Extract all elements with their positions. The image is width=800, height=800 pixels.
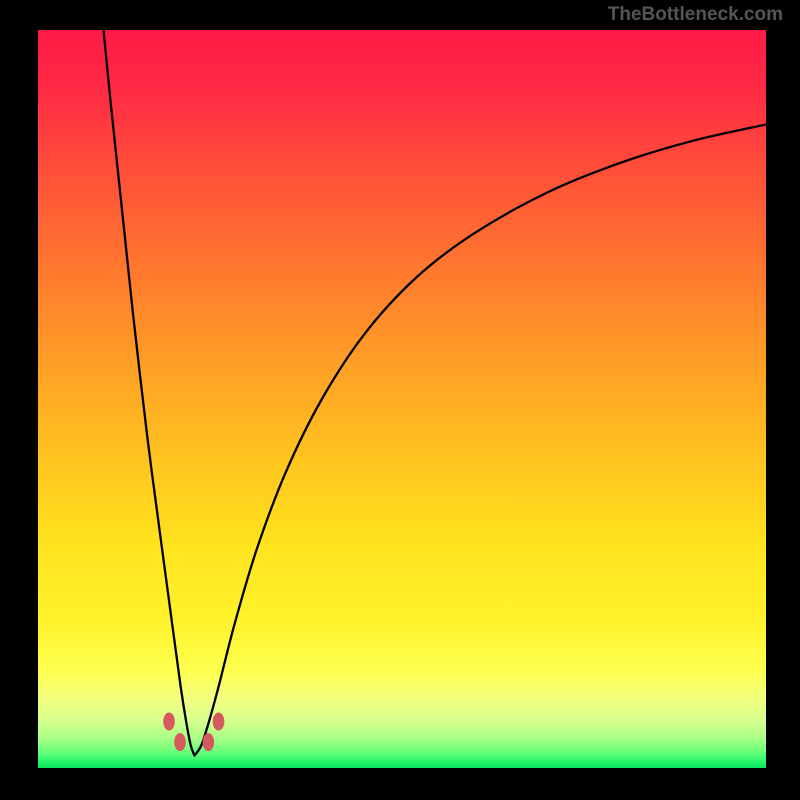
watermark-text: TheBottleneck.com bbox=[608, 4, 783, 26]
plot-area bbox=[38, 30, 766, 768]
bottleneck-curve bbox=[38, 30, 766, 768]
chart-frame: TheBottleneck.com bbox=[0, 0, 800, 800]
